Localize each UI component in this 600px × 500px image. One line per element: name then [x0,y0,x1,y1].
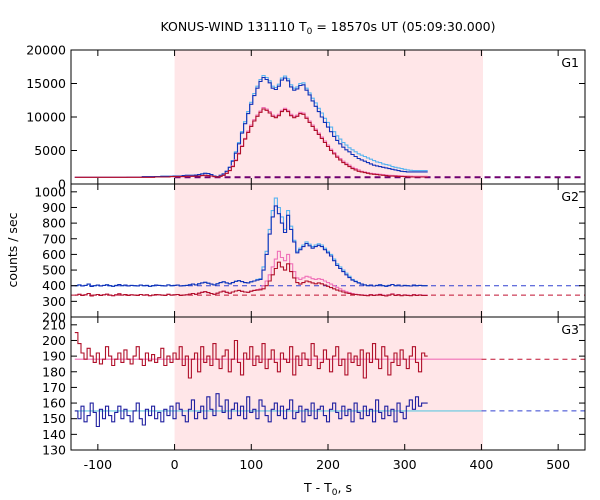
y-tick-label: 130 [42,443,66,458]
series-g3-1 [74,332,428,379]
panel-label: G2 [561,189,579,204]
chart-title-suffix: = 18570s UT (05:09:30.000) [312,19,495,34]
y-tick-label: 210 [42,317,66,332]
y-tick-label: 20000 [26,43,66,58]
y-tick-label: 140 [42,427,66,442]
y-tick-label: 500 [42,263,66,278]
panels: 05000100001500020000G1200300400500600700… [26,43,586,458]
y-tick-label: 600 [42,247,66,262]
x-tick-label: 100 [239,457,263,472]
shaded-interval [174,317,483,450]
chart-title-sub: 0 [307,27,313,37]
y-tick-label: 170 [42,380,66,395]
x-tick-label: 500 [546,457,570,472]
y-tick-label: 10000 [26,110,66,125]
y-tick-label: 0 [58,177,66,192]
y-tick-label: 200 [42,333,66,348]
y-tick-label: 190 [42,349,66,364]
y-tick-label: 300 [42,294,66,309]
shaded-interval [174,184,483,317]
y-tick-label: 160 [42,396,66,411]
x-axis-ticks: -100 0 100 200 300 400 500 [84,457,570,472]
y-tick-label: 800 [42,216,66,231]
y-tick-label: 700 [42,231,66,246]
shaded-interval [174,50,483,184]
series-g2-1 [74,205,428,288]
x-tick-label: 0 [171,457,179,472]
panel-label: G1 [561,55,579,70]
panel-label: G3 [561,322,579,337]
series-g3-3 [74,393,428,428]
y-tick-label: 180 [42,364,66,379]
y-tick-label: 15000 [26,76,66,91]
y-tick-label: 400 [42,278,66,293]
series-g1-3 [74,108,428,178]
series-g2-3 [74,261,428,297]
y-tick-label: 1000 [34,184,66,199]
y-axis-label: counts / sec [5,212,20,287]
y-tick-label: 150 [42,411,66,426]
y-tick-label: 200 [42,310,66,325]
chart-title: KONUS-WIND 131110 T0 = 18570s UT (05:09:… [160,19,495,37]
x-axis-label-prefix: T - T [303,480,332,495]
x-tick-label: 200 [316,457,340,472]
x-tick-label: 400 [470,457,494,472]
x-axis-label-sub: 0 [332,488,338,498]
panel-g1: 0 5000 10000 15000 20000 G1 [26,43,586,192]
x-tick-label: 300 [393,457,417,472]
chart-title-prefix: KONUS-WIND 131110 T [160,19,306,34]
y-tick-label: 900 [42,200,66,215]
x-tick-label: -100 [84,457,112,472]
x-axis-label-suffix: , s [338,480,352,495]
y-tick-label: 5000 [34,143,66,158]
x-axis-label: T - T0, s [303,480,352,498]
series-g1-1 [74,76,428,178]
